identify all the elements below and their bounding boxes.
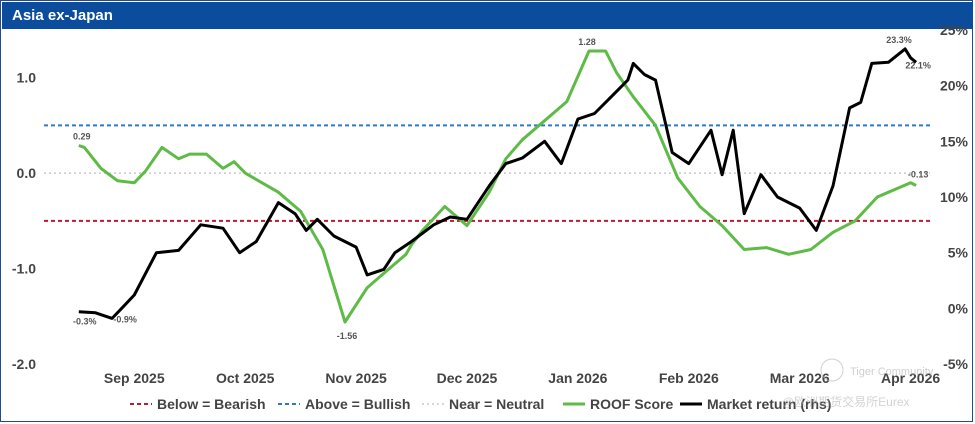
legend-label-4: Market return (rhs): [707, 396, 831, 412]
market-return-line: [78, 47, 918, 320]
right-tick-label: 10%: [940, 189, 969, 205]
x-tick-label: Apr 2026: [881, 370, 940, 386]
left-tick-label: 1.0: [17, 70, 37, 86]
tiger-logo-icon: [820, 358, 844, 382]
series-layer: [78, 47, 918, 324]
roof-start-label: 0.29: [73, 131, 91, 141]
x-tick-label: Sep 2025: [104, 370, 165, 386]
market-start-label: -0.3%: [73, 317, 97, 327]
roof-peak-label: 1.28: [578, 37, 596, 47]
legend: Below = Bearish Above = Bullish Near = Neu…: [130, 396, 831, 412]
roof-min-label: -1.56: [337, 331, 358, 341]
title-bar: Asia ex-Japan: [2, 2, 973, 29]
right-tick-label: 0%: [948, 300, 969, 316]
x-tick-label: Nov 2025: [325, 370, 387, 386]
data-labels: 0.29 1.28 -1.56 -0.13 -0.3% -0.9% 23.3% 22.1%: [73, 35, 931, 341]
left-axis: 1.0 0.0 -1.0 -2.0: [12, 70, 36, 372]
market-end-label: 23.3%: [886, 35, 912, 45]
left-tick-label: 0.0: [17, 165, 37, 181]
x-tick-label: Feb 2026: [659, 370, 719, 386]
legend-label-3: ROOF Score: [590, 396, 673, 412]
left-tick-label: -1.0: [12, 261, 36, 277]
market-start-label: -0.9%: [113, 314, 137, 324]
watermark: Tiger Community @欧洲期货交易所Eurex: [782, 358, 934, 409]
right-axis: 25% 20% 15% 10% 5% 0% -5%: [940, 22, 969, 372]
chart-title: Asia ex-Japan: [12, 7, 113, 24]
market-end-label: 22.1%: [905, 60, 931, 70]
right-tick-label: -5%: [943, 356, 968, 372]
x-tick-label: Dec 2025: [437, 370, 498, 386]
right-tick-label: 15%: [940, 133, 969, 149]
legend-label-2: Near = Neutral: [449, 396, 544, 412]
left-tick-label: -2.0: [12, 356, 36, 372]
x-axis: Sep 2025 Oct 2025 Nov 2025 Dec 2025 Jan 2026…: [104, 370, 940, 386]
legend-label-0: Below = Bearish: [157, 396, 266, 412]
roof-score-line: [78, 49, 917, 324]
x-tick-label: Oct 2025: [216, 370, 275, 386]
legend-label-1: Above = Bullish: [305, 396, 410, 412]
right-tick-label: 5%: [948, 245, 969, 261]
x-tick-label: Jan 2026: [548, 370, 607, 386]
x-tick-label: Mar 2026: [770, 370, 830, 386]
watermark-line-2: @欧洲期货交易所Eurex: [782, 394, 910, 409]
right-tick-label: 20%: [940, 78, 969, 94]
watermark-line-1: Tiger Community: [850, 366, 934, 378]
roof-end-label: -0.13: [908, 170, 929, 180]
right-tick-label: 25%: [940, 22, 969, 38]
reference-lines: [44, 124, 930, 222]
